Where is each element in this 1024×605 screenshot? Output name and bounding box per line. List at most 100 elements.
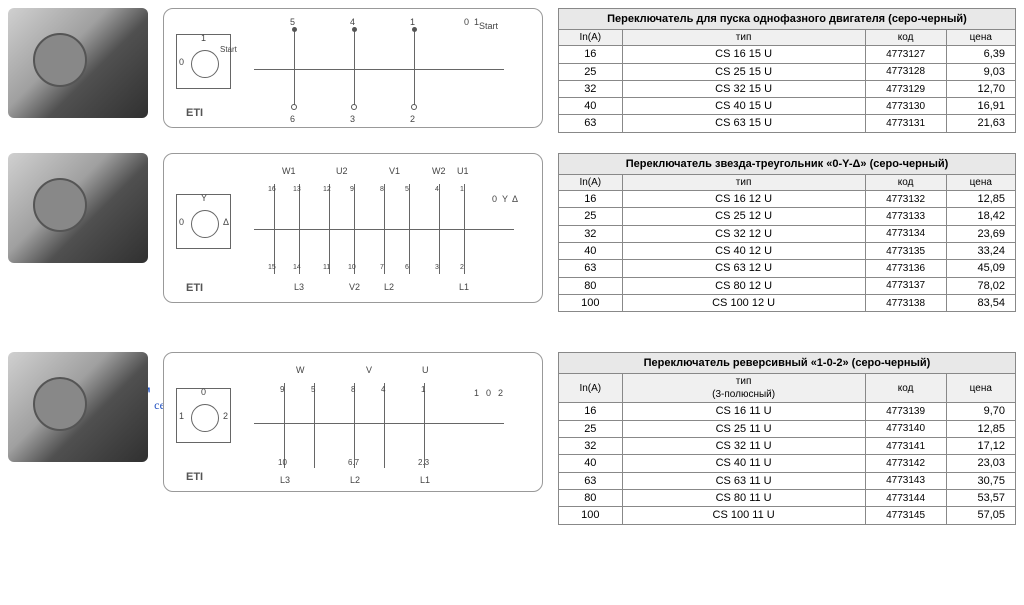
cell-code: 4773128 [865,63,946,80]
cell-in: 40 [559,242,623,259]
table-row: 40CS 40 11 U477314223,03 [559,455,1016,472]
schematic-label: W1 [282,166,296,176]
knob-label: 2 [223,411,228,421]
col-header-code: код [865,30,946,46]
col-header-price: цена [946,30,1015,46]
schematic-label: 2 [498,388,503,398]
col-header-price: цена [946,175,1015,191]
table-row: 80CS 80 12 U477313778,02 [559,277,1016,294]
table-row: 40CS 40 15 U477313016,91 [559,98,1016,115]
schematic-label: L3 [280,475,290,485]
table-row: 32CS 32 15 U477312912,70 [559,80,1016,97]
col-header-code: код [865,374,946,403]
cell-price: 9,03 [946,63,1015,80]
product-photo-2 [8,153,148,263]
table-row: 16CS 16 11 U47731399,70 [559,403,1016,420]
cell-code: 4773127 [865,46,946,63]
schematic-label: 12 [323,186,331,193]
cell-type: CS 100 11 U [622,507,865,524]
cell-code: 4773134 [865,225,946,242]
table-row: 40CS 40 12 U477313533,24 [559,242,1016,259]
schematic-area: W1 U2 V1 W2 U1 16 13 12 9 8 5 4 1 15 14 … [254,164,532,292]
cell-in: 16 [559,191,623,208]
col-header-type: тип [622,175,865,191]
cell-price: 45,09 [946,260,1015,277]
schematic-label: 0 [464,17,469,27]
cell-in: 100 [559,294,623,311]
schematic-label: 13 [293,186,301,193]
cell-code: 4773136 [865,260,946,277]
schematic-label: 11 [323,264,330,271]
cell-type: CS 25 15 U [622,63,865,80]
knob-label: Δ [223,217,229,227]
spec-table-3: Переключатель реверсивный «1-0-2» (серо-… [558,352,1016,524]
cell-type: CS 32 11 U [622,438,865,455]
schematic-label: 0 [486,388,491,398]
col-header-type: тип [622,30,865,46]
schematic-label: 2.3 [418,458,429,467]
cell-type: CS 32 12 U [622,225,865,242]
cell-code: 4773129 [865,80,946,97]
cell-in: 16 [559,46,623,63]
schematic-label: 5 [405,186,409,193]
cell-type: CS 100 12 U [622,294,865,311]
table-title: Переключатель реверсивный «1-0-2» (серо-… [559,353,1016,374]
cell-type: CS 25 11 U [622,420,865,437]
cell-price: 23,03 [946,455,1015,472]
cell-price: 18,42 [946,208,1015,225]
table-row: 25CS 25 11 U477314012,85 [559,420,1016,437]
schematic-label: U [422,365,429,375]
table-row: 32CS 32 11 U477314117,12 [559,438,1016,455]
col-header-in: In(A) [559,175,623,191]
cell-in: 80 [559,489,623,506]
schematic-label: 8 [351,385,355,394]
schematic-label: U2 [336,166,348,176]
schematic-label: Start [479,21,498,31]
eti-brand-label: ETI [186,471,203,483]
knob-label: 1 [179,411,184,421]
table-body-3: 16CS 16 11 U47731399,7025CS 25 11 U47731… [559,403,1016,524]
schematic-label: 0 [492,194,497,204]
schematic-label: Y [502,194,508,204]
product-photo-3 [8,352,148,462]
table-row: 25CS 25 15 U47731289,03 [559,63,1016,80]
cell-price: 12,70 [946,80,1015,97]
schematic-label: 4 [435,186,439,193]
schematic-label: U1 [457,166,469,176]
wiring-diagram-1: 0 1 Start ETI 5 4 1 Start 6 3 2 0 1 [163,8,543,128]
schematic-label: L2 [384,282,394,292]
cell-price: 33,24 [946,242,1015,259]
cell-in: 63 [559,260,623,277]
cell-price: 12,85 [946,191,1015,208]
cell-type: CS 63 12 U [622,260,865,277]
cell-code: 4773137 [865,277,946,294]
knob-schematic: 0 Y Δ [176,194,231,249]
cell-type: CS 40 15 U [622,98,865,115]
spec-table-1: Переключатель для пуска однофазного двиг… [558,8,1016,133]
cell-price: 23,69 [946,225,1015,242]
schematic-label: 14 [293,264,301,271]
col-header-type: тип (3-полюсный) [622,374,865,403]
table-title: Переключатель звезда-треугольник «0-Y-Δ»… [559,153,1016,174]
cell-type: CS 80 11 U [622,489,865,506]
schematic-label: 3 [350,114,355,124]
cell-code: 4773135 [865,242,946,259]
schematic-label: 3 [435,264,439,271]
cell-price: 78,02 [946,277,1015,294]
cell-type: CS 40 12 U [622,242,865,259]
schematic-label: 1 [460,186,464,193]
product-row-3: 1 0 2 ETI W V U 9 5 8 4 1 10 6.7 2.3 L3 … [8,352,1016,524]
cell-price: 17,12 [946,438,1015,455]
col-header-in: In(A) [559,374,623,403]
cell-type: CS 63 11 U [622,472,865,489]
schematic-area: W V U 9 5 8 4 1 10 6.7 2.3 L3 L2 L1 1 0 … [254,363,532,481]
schematic-label: W [296,365,305,375]
cell-code: 4773132 [865,191,946,208]
schematic-label: 4 [381,385,385,394]
table-row: 32CS 32 12 U477313423,69 [559,225,1016,242]
knob-label: Y [201,193,207,203]
table-body-1: 16CS 16 15 U47731276,3925CS 25 15 U47731… [559,46,1016,132]
cell-in: 63 [559,115,623,132]
schematic-label: V2 [349,282,360,292]
schematic-label: 1 [474,388,479,398]
